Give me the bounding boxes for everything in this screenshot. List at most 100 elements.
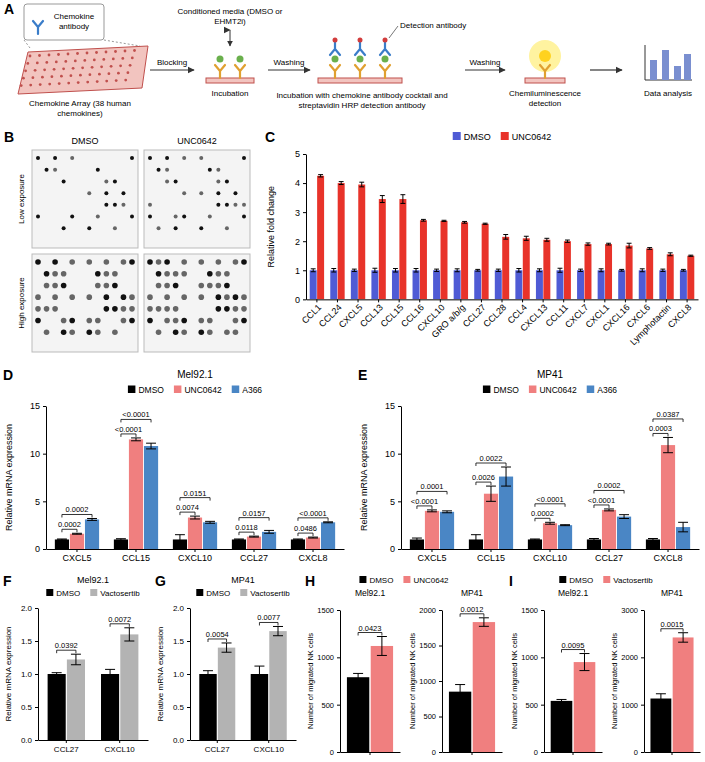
array-spot	[117, 72, 120, 75]
bar	[515, 270, 522, 299]
tick-label: CXCL10	[105, 745, 136, 754]
x-tick: CCL15	[122, 549, 150, 563]
legend-label: A366	[242, 385, 262, 395]
chart-panel: 051015CXCL5CCL15CXCL10CCL27CXCL8Relative…	[358, 367, 700, 563]
legend-item: UNC0642	[529, 385, 577, 395]
p-value: <0.0001	[588, 496, 615, 505]
array-spot	[70, 74, 73, 77]
p-value: 0.0022	[480, 454, 503, 463]
p-value: 0.0026	[472, 473, 495, 482]
bar	[440, 512, 454, 549]
p-value: 0.0054	[206, 630, 229, 639]
error-bar	[421, 219, 426, 221]
significance-bracket	[358, 633, 382, 636]
array-membrane	[18, 46, 148, 94]
significance-bracket	[121, 419, 151, 422]
error-bar	[273, 626, 283, 635]
p-value: 0.0387	[657, 410, 680, 419]
p-value: 0.0072	[108, 615, 131, 624]
tick-mark	[439, 610, 442, 611]
tick-mark	[573, 752, 574, 755]
error-bar	[479, 618, 489, 627]
bar	[330, 270, 337, 299]
blot-spot	[198, 283, 204, 289]
x-axis: CCL1CCL24CXCL5CCL13CCL15CCL16CXCL10GRO a…	[300, 299, 699, 347]
blot-spot	[181, 329, 187, 335]
y-tick: 2.0	[173, 604, 190, 613]
x-axis: CCL27CXCL10	[191, 740, 297, 754]
legend-label: DMSO	[569, 576, 593, 585]
bar	[371, 270, 378, 299]
legend-item: UNC0642	[501, 132, 552, 142]
tick-mark	[358, 299, 359, 302]
blot-spot	[198, 329, 204, 335]
blot-spot	[104, 283, 110, 289]
bar	[347, 677, 369, 752]
tick-label: CXCL10	[254, 745, 285, 754]
legend-swatch	[501, 132, 509, 140]
y-tick: 1000	[621, 701, 644, 710]
array-spot	[91, 66, 94, 69]
tick-mark	[35, 707, 38, 708]
array-spot	[108, 72, 111, 75]
error-bar	[524, 236, 529, 240]
tick-mark	[43, 549, 46, 550]
axis-line	[442, 611, 443, 753]
bar	[646, 248, 653, 299]
error-bar	[663, 437, 673, 452]
step-label: Data analysis	[644, 89, 692, 98]
array-spot	[89, 73, 92, 76]
x-tick: CXCL10	[105, 740, 136, 754]
p-value: 0.0157	[243, 509, 266, 518]
bar	[199, 674, 216, 740]
tick-mark	[472, 752, 473, 755]
tick-mark	[668, 549, 669, 552]
error-bar	[353, 673, 363, 681]
tick-mark	[550, 549, 551, 552]
x-tick: CCL15	[477, 549, 505, 563]
antibody-icon	[215, 65, 225, 78]
tick-mark	[268, 740, 269, 743]
p-value: 0.0002	[531, 509, 554, 518]
array-spot	[131, 57, 134, 60]
y-tick: 1000	[317, 653, 340, 662]
y-tick: 5	[35, 497, 46, 507]
blot-spot	[199, 226, 203, 230]
tick-label: 0	[295, 295, 300, 305]
blot-spot	[224, 329, 230, 335]
error-bar	[544, 238, 549, 241]
axis-title: Relative mRNA expression	[4, 626, 13, 721]
p-value: <0.0001	[122, 410, 149, 419]
blot-spot	[233, 259, 239, 265]
blot-spot	[69, 329, 75, 335]
blot-spot	[207, 283, 213, 289]
tick-mark	[337, 705, 340, 706]
blot-spot	[36, 215, 40, 219]
blot-spot	[95, 329, 101, 335]
p-value: 0.0118	[235, 523, 257, 532]
bar	[564, 241, 571, 299]
blot-spot	[225, 179, 229, 183]
array-spot	[67, 53, 70, 56]
blot-spot	[148, 203, 152, 207]
legend-swatch	[46, 589, 53, 596]
significance-bracket	[298, 518, 328, 521]
tick-label: 500	[321, 701, 334, 710]
x-tick	[573, 752, 574, 755]
legend-swatch	[603, 576, 610, 583]
y-tick: 0	[295, 295, 306, 305]
tick-mark	[625, 299, 626, 302]
blot-membrane	[32, 254, 138, 352]
tick-mark	[666, 299, 667, 302]
tick-mark	[541, 752, 544, 753]
tick-label: 1.0	[173, 670, 185, 679]
legend-swatch	[240, 589, 247, 596]
y-tick: 15	[385, 401, 401, 411]
error-bar	[175, 535, 185, 545]
significance-bracket	[298, 533, 313, 536]
tick-mark	[672, 752, 673, 755]
blot-spot	[52, 283, 58, 289]
plot-area	[199, 626, 286, 740]
blot-spot	[87, 191, 91, 195]
blot-spot	[70, 215, 74, 219]
